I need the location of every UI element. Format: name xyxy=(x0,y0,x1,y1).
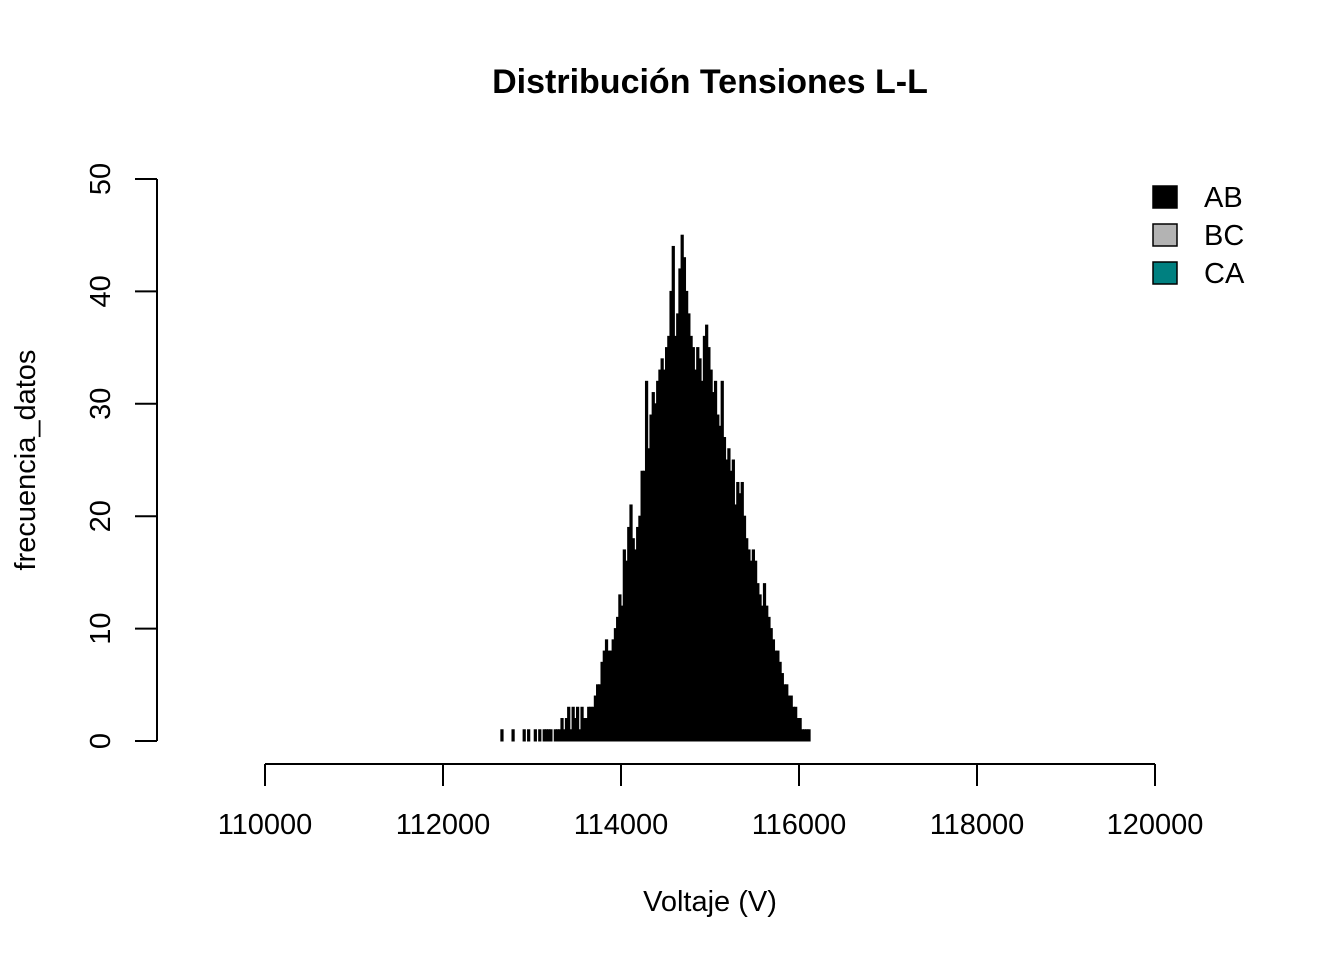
legend-label: BC xyxy=(1204,220,1244,252)
y-tick-label: 40 xyxy=(85,275,117,307)
y-axis-label: frecuencia_datos xyxy=(10,350,42,571)
x-tick-label: 114000 xyxy=(574,809,669,841)
y-axis: 0 10 20 30 40 50 xyxy=(85,163,158,749)
x-tick-label: 112000 xyxy=(396,809,491,841)
x-axis: 110000 112000 114000 116000 118000 120000 xyxy=(218,763,1204,841)
legend-label: AB xyxy=(1204,182,1243,214)
histogram-bar xyxy=(511,729,515,742)
histogram-bar xyxy=(807,729,811,742)
legend-swatch xyxy=(1152,185,1178,209)
histogram-bar xyxy=(500,729,504,742)
x-tick-label: 116000 xyxy=(752,809,847,841)
histogram-bar xyxy=(533,729,537,742)
y-tick-label: 10 xyxy=(85,612,117,644)
histogram-bar xyxy=(549,729,553,742)
legend-label: CA xyxy=(1204,258,1245,290)
histogram-bars xyxy=(500,234,811,742)
x-tick-label: 110000 xyxy=(218,809,313,841)
histogram-bar xyxy=(538,729,542,742)
histogram-bar xyxy=(567,706,571,742)
y-tick-label: 20 xyxy=(85,500,117,532)
x-tick-label: 118000 xyxy=(930,809,1025,841)
x-tick-label: 120000 xyxy=(1107,809,1204,841)
legend-swatch xyxy=(1152,261,1178,285)
y-tick-label: 50 xyxy=(85,163,117,195)
x-axis-label: Voltaje (V) xyxy=(643,886,777,918)
histogram-bar xyxy=(522,729,526,742)
histogram-bar xyxy=(527,729,531,742)
y-tick-label: 0 xyxy=(85,733,117,749)
legend-swatch xyxy=(1152,223,1178,247)
y-tick-label: 30 xyxy=(85,388,117,420)
chart-title: Distribución Tensiones L-L xyxy=(492,63,928,101)
histogram-bar xyxy=(576,706,580,742)
legend: AB BC CA xyxy=(1152,182,1245,290)
